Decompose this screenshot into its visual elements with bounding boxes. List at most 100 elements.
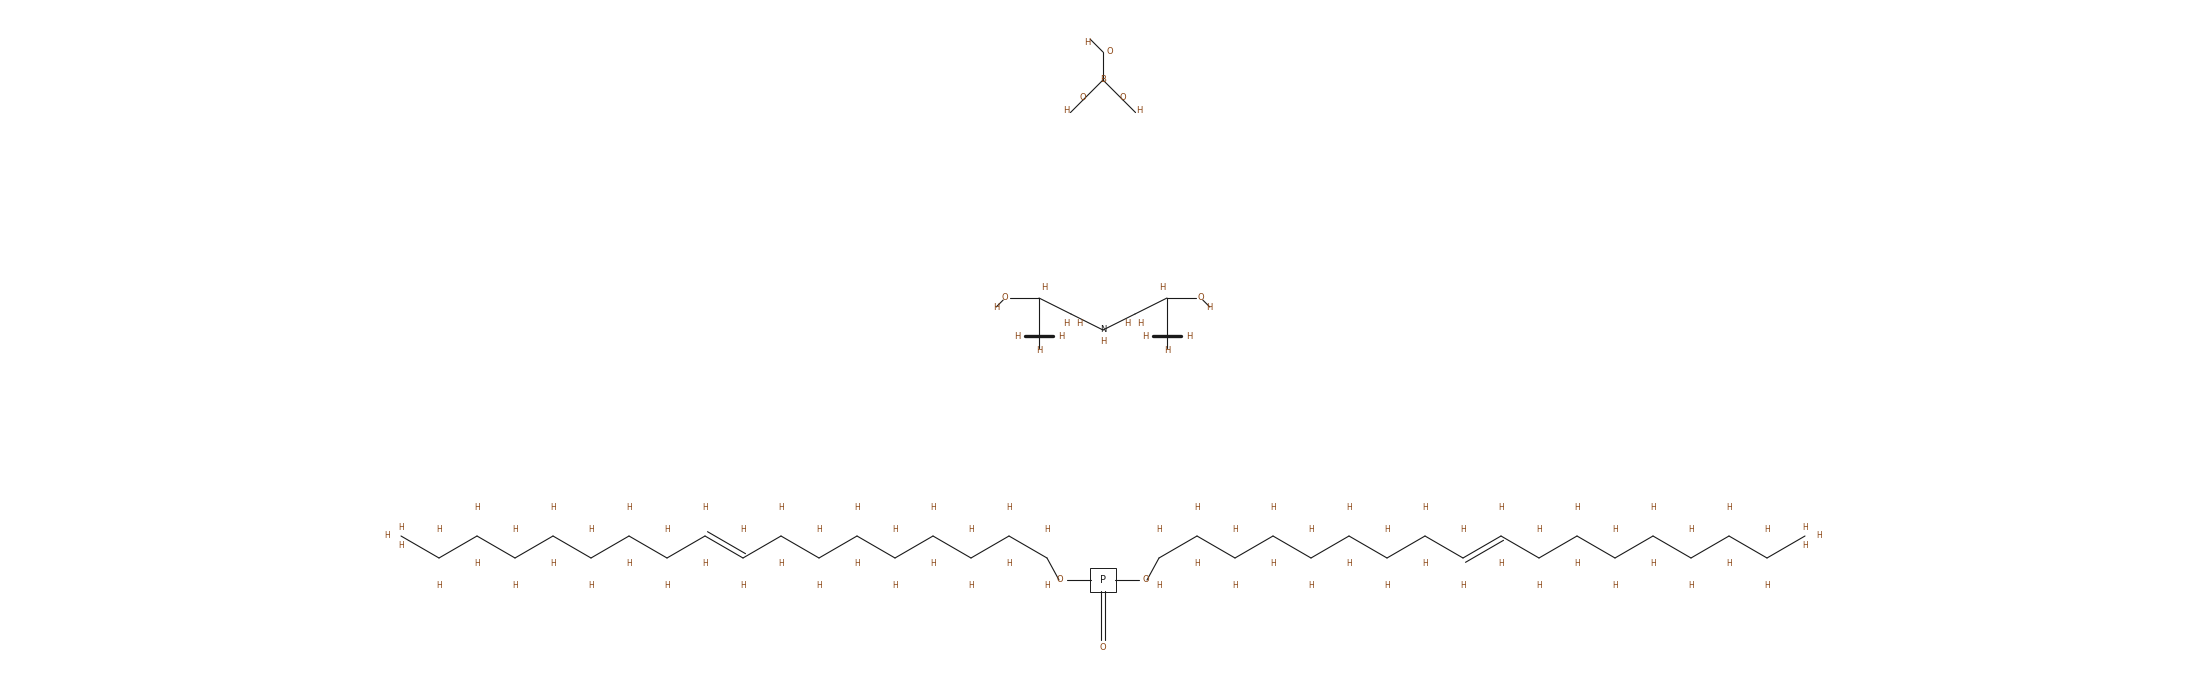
Text: H: H	[1083, 38, 1090, 47]
Text: H: H	[1271, 503, 1275, 512]
Text: H: H	[1136, 320, 1143, 329]
Text: H: H	[931, 559, 935, 569]
Text: H: H	[968, 582, 973, 591]
Text: H: H	[1043, 525, 1050, 534]
Text: H: H	[1688, 525, 1694, 534]
Text: H: H	[1613, 525, 1617, 534]
Text: O: O	[1002, 293, 1008, 302]
Text: H: H	[627, 503, 631, 512]
Text: H: H	[1498, 559, 1504, 569]
Text: H: H	[1156, 582, 1163, 591]
Text: H: H	[1006, 503, 1013, 512]
Text: H: H	[512, 582, 518, 591]
Text: H: H	[1383, 525, 1390, 534]
Text: O: O	[1107, 47, 1114, 56]
Text: H: H	[1187, 332, 1191, 341]
Text: H: H	[891, 582, 898, 591]
Text: H: H	[1077, 320, 1083, 329]
Text: P: P	[1101, 575, 1105, 585]
Text: H: H	[1271, 559, 1275, 569]
Text: H: H	[512, 525, 518, 534]
Text: H: H	[397, 523, 404, 532]
Text: H: H	[1308, 525, 1315, 534]
Text: H: H	[1460, 582, 1465, 591]
FancyBboxPatch shape	[1090, 568, 1116, 592]
Text: H: H	[1136, 106, 1143, 115]
Text: H: H	[1650, 559, 1657, 569]
Text: O: O	[1057, 575, 1063, 584]
Text: H: H	[1765, 525, 1769, 534]
Text: O: O	[1143, 575, 1149, 584]
Text: H: H	[437, 582, 441, 591]
Text: H: H	[1613, 582, 1617, 591]
Text: H: H	[1346, 559, 1352, 569]
Text: H: H	[1383, 582, 1390, 591]
Text: H: H	[854, 559, 860, 569]
Text: H: H	[1816, 532, 1822, 541]
Text: H: H	[779, 559, 783, 569]
Text: H: H	[1650, 503, 1657, 512]
Text: H: H	[816, 582, 823, 591]
Text: H: H	[1725, 559, 1732, 569]
Text: H: H	[702, 559, 708, 569]
Text: H: H	[816, 525, 823, 534]
Text: H: H	[1006, 559, 1013, 569]
Text: B: B	[1101, 76, 1105, 85]
Text: H: H	[1059, 332, 1063, 341]
Text: H: H	[1765, 582, 1769, 591]
Text: H: H	[1423, 559, 1427, 569]
Text: N: N	[1101, 325, 1105, 334]
Text: H: H	[589, 525, 593, 534]
Text: H: H	[1063, 320, 1070, 329]
Text: H: H	[1165, 346, 1169, 355]
Text: H: H	[779, 503, 783, 512]
Text: H: H	[968, 525, 973, 534]
Text: H: H	[993, 302, 999, 311]
Text: H: H	[741, 525, 746, 534]
Text: H: H	[1423, 503, 1427, 512]
Text: H: H	[437, 525, 441, 534]
Text: H: H	[854, 503, 860, 512]
Text: H: H	[1063, 106, 1070, 115]
Text: H: H	[1535, 582, 1542, 591]
Text: H: H	[931, 503, 935, 512]
Text: H: H	[1575, 503, 1579, 512]
Text: H: H	[627, 559, 631, 569]
Text: H: H	[1725, 503, 1732, 512]
Text: H: H	[1037, 346, 1041, 355]
Text: O: O	[1099, 644, 1107, 653]
Text: H: H	[741, 582, 746, 591]
Text: H: H	[1156, 525, 1163, 534]
Text: H: H	[1101, 338, 1105, 347]
Text: H: H	[1143, 332, 1147, 341]
Text: O: O	[1198, 293, 1204, 302]
Text: H: H	[1802, 541, 1809, 550]
Text: H: H	[891, 525, 898, 534]
Text: H: H	[1308, 582, 1315, 591]
Text: H: H	[1043, 582, 1050, 591]
Text: H: H	[1346, 503, 1352, 512]
Text: H: H	[1041, 284, 1048, 293]
Text: H: H	[1688, 582, 1694, 591]
Text: H: H	[1207, 302, 1213, 311]
Text: H: H	[384, 532, 390, 541]
Text: O: O	[1081, 93, 1088, 102]
Text: H: H	[549, 503, 556, 512]
Text: H: H	[397, 541, 404, 550]
Text: H: H	[1233, 582, 1238, 591]
Text: H: H	[1193, 559, 1200, 569]
Text: H: H	[1535, 525, 1542, 534]
Text: H: H	[1233, 525, 1238, 534]
Text: O: O	[1118, 93, 1125, 102]
Text: H: H	[474, 559, 481, 569]
Text: H: H	[1193, 503, 1200, 512]
Text: H: H	[1575, 559, 1579, 569]
Text: H: H	[1802, 523, 1809, 532]
Text: H: H	[1015, 332, 1019, 341]
Text: H: H	[589, 582, 593, 591]
Text: H: H	[664, 525, 671, 534]
Text: H: H	[1460, 525, 1465, 534]
Text: H: H	[664, 582, 671, 591]
Text: H: H	[1123, 320, 1129, 329]
Text: H: H	[549, 559, 556, 569]
